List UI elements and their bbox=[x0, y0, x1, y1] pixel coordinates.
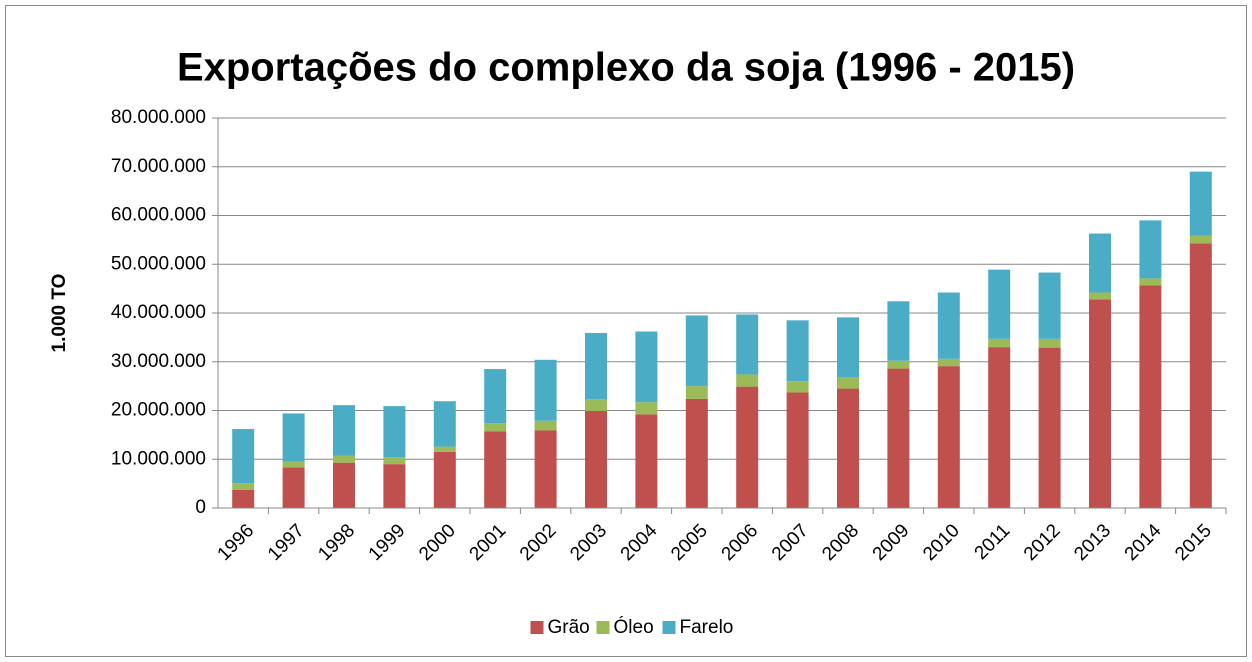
bar-segment bbox=[736, 314, 759, 375]
bar-segment bbox=[786, 392, 809, 508]
bar-segment bbox=[232, 489, 255, 508]
bar-segment bbox=[988, 269, 1011, 339]
bar-segment bbox=[585, 410, 607, 508]
bar-segment bbox=[937, 366, 960, 508]
bar-segment bbox=[786, 381, 809, 393]
bar-segment bbox=[534, 430, 557, 508]
bar-segment bbox=[837, 388, 859, 508]
bar-segment bbox=[1038, 347, 1061, 508]
bar-segment bbox=[383, 464, 406, 508]
y-tick-label: 50.000.000 bbox=[111, 253, 206, 274]
bar-segment bbox=[1089, 299, 1111, 508]
bar-segment bbox=[383, 457, 406, 465]
bar-segment bbox=[232, 483, 255, 490]
y-tick-label: 10.000.000 bbox=[111, 448, 206, 469]
legend-swatch bbox=[530, 621, 544, 634]
bar-segment bbox=[282, 461, 305, 468]
bar-segment bbox=[887, 368, 910, 508]
bar-segment bbox=[1139, 220, 1162, 279]
bar-segment bbox=[433, 401, 456, 447]
y-axis-label: 1.000 TO bbox=[49, 274, 70, 353]
y-tick-label: 70.000.000 bbox=[111, 156, 206, 177]
y-tick-label: 60.000.000 bbox=[111, 205, 206, 226]
bar-segment bbox=[484, 431, 507, 508]
chart-title: Exportações do complexo da soja (1996 - … bbox=[177, 46, 1075, 90]
legend-label: Grão bbox=[548, 617, 590, 638]
bar-segment bbox=[1139, 285, 1162, 508]
bar-segment bbox=[988, 338, 1011, 348]
bar-segment bbox=[383, 406, 406, 458]
bar-segment bbox=[282, 467, 305, 508]
legend-label: Farelo bbox=[680, 617, 734, 638]
bar-segment bbox=[988, 347, 1011, 508]
y-tick-label: 0 bbox=[195, 497, 206, 518]
bar-segment bbox=[282, 413, 305, 462]
bar-segment bbox=[433, 451, 456, 508]
bar-segment bbox=[1189, 171, 1212, 236]
bar-segment bbox=[484, 369, 507, 424]
bar-segment bbox=[635, 402, 658, 415]
bar-segment bbox=[1189, 235, 1212, 244]
bar-segment bbox=[685, 315, 708, 387]
bar-segment bbox=[837, 317, 859, 378]
bar-segment bbox=[736, 386, 759, 508]
y-tick-label: 40.000.000 bbox=[111, 302, 206, 323]
bar-segment bbox=[1089, 233, 1111, 293]
legend-swatch bbox=[662, 621, 676, 634]
y-tick-label: 30.000.000 bbox=[111, 351, 206, 372]
bar-segment bbox=[887, 360, 910, 369]
bar-segment bbox=[484, 423, 507, 432]
bar-segment bbox=[937, 292, 960, 359]
legend-swatch bbox=[596, 621, 610, 634]
bar-segment bbox=[1038, 338, 1061, 348]
bar-segment bbox=[837, 377, 859, 389]
bar-segment bbox=[786, 320, 809, 382]
bar-segment bbox=[1139, 278, 1162, 286]
bar-segment bbox=[534, 420, 557, 431]
bar-segment bbox=[937, 358, 960, 367]
bar-segment bbox=[685, 398, 708, 508]
bar-segment bbox=[635, 414, 658, 508]
bar-segment bbox=[333, 455, 355, 463]
bar-segment bbox=[585, 332, 607, 400]
bar-segment bbox=[736, 374, 759, 387]
bar-segment bbox=[333, 462, 355, 508]
bar-segment bbox=[585, 399, 607, 411]
bar-segment bbox=[887, 301, 910, 361]
bar-segment bbox=[333, 405, 355, 456]
legend-label: Óleo bbox=[614, 616, 654, 638]
bar-segment bbox=[685, 386, 708, 399]
y-tick-label: 80.000.000 bbox=[111, 107, 206, 128]
bar-segment bbox=[1189, 243, 1212, 508]
bar-segment bbox=[1038, 272, 1061, 339]
bar-segment bbox=[534, 359, 557, 421]
bar-segment bbox=[232, 429, 255, 484]
bar-segment bbox=[635, 331, 658, 403]
bar-segment bbox=[1089, 292, 1111, 300]
y-tick-label: 20.000.000 bbox=[111, 400, 206, 421]
bar-segment bbox=[433, 446, 456, 452]
